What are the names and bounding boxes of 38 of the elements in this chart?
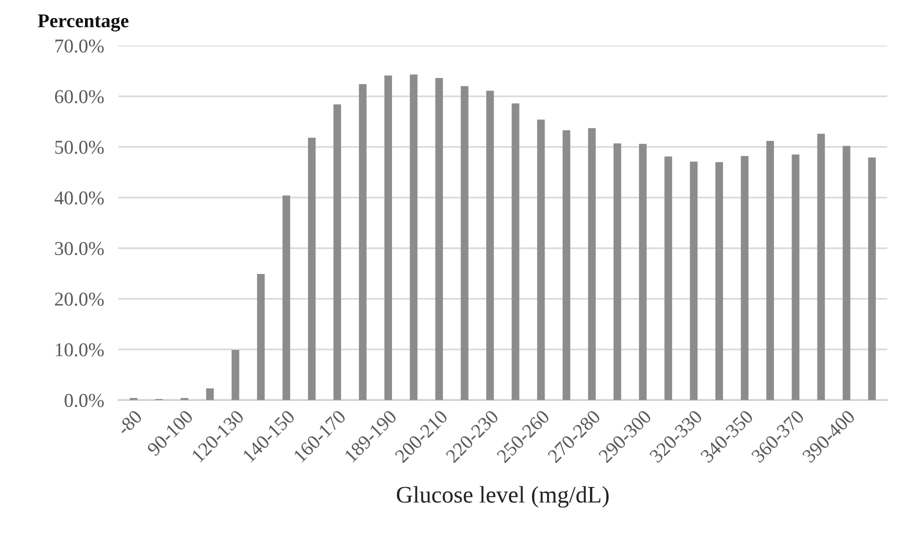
y-tick-label: 10.0%: [56, 343, 104, 356]
bar: [486, 90, 494, 400]
y-tick-label: 60.0%: [55, 90, 104, 104]
y-tick-label: 70.0%: [55, 39, 104, 53]
y-axis-title: Percentage: [38, 14, 128, 32]
bar: [512, 103, 520, 400]
bar: [562, 130, 570, 400]
bar: [308, 138, 316, 400]
bar: [333, 104, 342, 400]
bar: [638, 144, 647, 400]
bar: [588, 128, 596, 400]
x-axis-title: Glucose level (mg/dL): [396, 486, 609, 508]
bar: [614, 143, 622, 400]
x-tick-label: -80: [116, 409, 143, 436]
bar: [435, 78, 443, 400]
y-tick-label: 50.0%: [55, 140, 104, 154]
bar: [460, 86, 468, 400]
y-tick-label: 40.0%: [54, 191, 104, 205]
bar: [842, 146, 850, 400]
bar: [358, 84, 367, 400]
bar: [817, 134, 825, 400]
bar: [282, 196, 290, 400]
bar: [206, 388, 214, 400]
y-tick-label: 0.0%: [64, 394, 104, 408]
y-tick-label: 20.0%: [55, 292, 104, 306]
bar: [690, 162, 698, 400]
bar: [868, 158, 876, 400]
bar: [232, 350, 240, 400]
bar: [792, 154, 800, 400]
bar: [664, 156, 672, 400]
y-tick-label: 30.0%: [55, 242, 104, 256]
bar: [766, 140, 774, 400]
bar: [257, 274, 265, 400]
bar: [384, 76, 392, 400]
bar: [537, 120, 545, 400]
bar: [715, 162, 724, 400]
bar: [740, 156, 748, 400]
bar: [410, 74, 418, 400]
